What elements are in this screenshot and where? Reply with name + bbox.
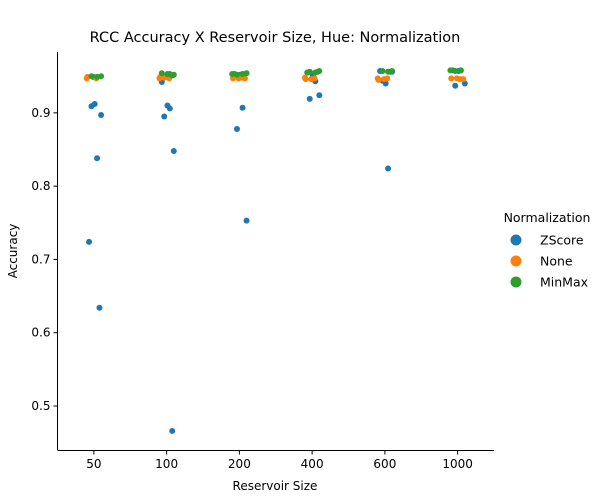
y-tick-label: 0.6 [31, 326, 50, 340]
data-point-none [374, 75, 381, 82]
data-point-zscore [452, 82, 459, 89]
data-point-none [384, 75, 391, 82]
data-point-minmax [229, 70, 236, 77]
data-point-minmax [452, 68, 459, 75]
data-point-zscore [385, 165, 392, 172]
y-tick-label: 0.7 [31, 252, 50, 266]
x-tick-label: 100 [155, 457, 178, 471]
data-point-minmax [88, 73, 95, 80]
chart-title: RCC Accuracy X Reservoir Size, Hue: Norm… [90, 30, 461, 46]
legend-marker-none [510, 255, 522, 267]
data-point-minmax [389, 68, 396, 75]
data-point-zscore [98, 112, 105, 119]
x-tick-label: 1000 [442, 457, 473, 471]
data-point-minmax [316, 68, 323, 75]
data-point-none [448, 75, 455, 82]
data-point-zscore [164, 102, 171, 109]
data-point-zscore [233, 125, 240, 132]
data-point-zscore [239, 104, 246, 111]
data-point-none [83, 75, 90, 82]
data-point-zscore [170, 147, 177, 154]
data-point-minmax [447, 67, 454, 74]
legend: Normalization ZScore None MinMax [504, 210, 591, 290]
data-point-zscore [94, 155, 101, 162]
data-point-minmax [164, 70, 171, 77]
data-point-minmax [169, 72, 176, 79]
y-tick-label: 0.9 [31, 106, 50, 120]
legend-title: Normalization [504, 210, 591, 225]
x-tick-label: 50 [86, 457, 101, 471]
axes-layer [57, 52, 494, 451]
data-point-none [156, 75, 163, 82]
data-point-minmax [379, 68, 386, 75]
data-point-minmax [457, 67, 464, 74]
data-point-zscore [243, 217, 250, 224]
data-point-none [301, 74, 308, 81]
x-tick-label: 400 [301, 457, 324, 471]
legend-label-minmax: MinMax [540, 275, 588, 290]
legend-marker-minmax [510, 276, 522, 288]
x-tick-label: 200 [228, 457, 251, 471]
y-tick-label: 0.8 [31, 179, 50, 193]
y-axis-label: Accuracy [6, 224, 20, 279]
x-axis-label: Reservoir Size [233, 479, 318, 493]
data-point-zscore [169, 427, 176, 434]
data-point-none [457, 76, 464, 83]
data-point-minmax [98, 73, 105, 80]
legend-marker-zscore [510, 234, 522, 246]
data-point-minmax [304, 69, 311, 76]
data-point-minmax [243, 70, 250, 77]
data-point-zscore [161, 113, 168, 120]
ticks-layer: 50 100 200 400 600 1000 0.5 0.6 0.7 0.8 0.9 [31, 106, 472, 471]
data-point-zscore [86, 238, 93, 245]
legend-label-none: None [540, 254, 573, 269]
y-tick-label: 0.5 [31, 399, 50, 413]
data-point-minmax [233, 71, 240, 78]
data-point-minmax [158, 70, 165, 77]
data-point-zscore [96, 304, 103, 311]
x-tick-label: 600 [373, 457, 396, 471]
points-layer [83, 67, 468, 434]
data-point-zscore [91, 101, 98, 108]
data-point-zscore [316, 92, 323, 99]
data-point-none [311, 75, 318, 82]
data-point-zscore [306, 95, 313, 102]
legend-label-zscore: ZScore [540, 233, 584, 248]
